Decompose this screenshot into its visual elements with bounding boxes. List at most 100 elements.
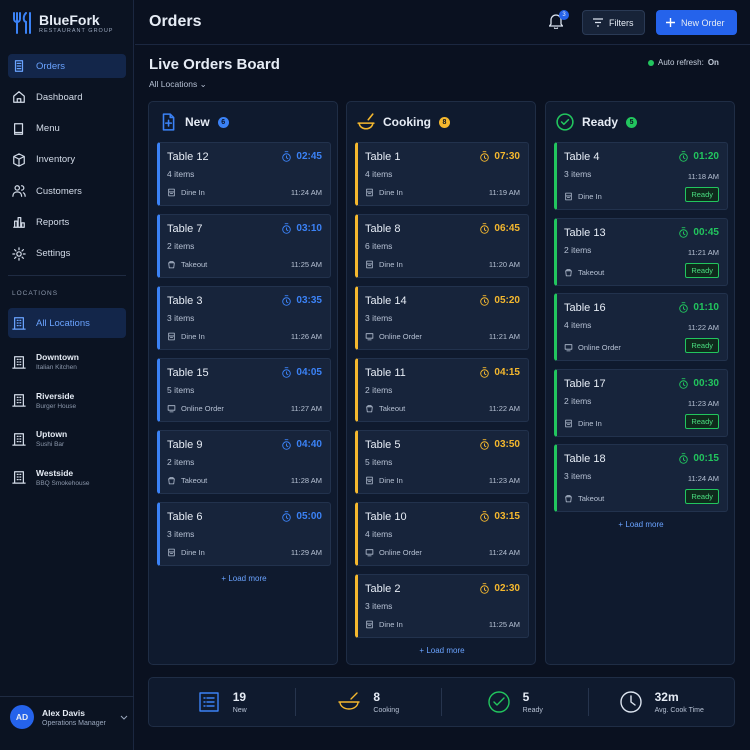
icon	[357, 113, 375, 130]
timer-value: 03:15	[494, 511, 520, 522]
new-order-button[interactable]: New Order	[656, 10, 737, 35]
column: Cooking 8 Table 1 4 items 07:30 Dine In 11:19 …	[346, 101, 536, 665]
icon	[365, 333, 374, 341]
order-card[interactable]: Table 15 5 items 04:05 Online Order 11:27 AM	[157, 358, 331, 422]
table-name: Table 10	[365, 511, 407, 523]
order-card[interactable]: Table 10 4 items 03:15 Online Order 11:24 AM	[355, 502, 529, 566]
icon	[679, 453, 689, 464]
timer: 03:50	[479, 439, 520, 450]
order-type: Dine In	[365, 620, 403, 629]
summary-label: Avg. Cook Time	[654, 707, 704, 714]
order-time: 11:24 AM	[488, 548, 520, 557]
auto-refresh[interactable]: Auto refresh: On	[648, 58, 719, 67]
nav-item[interactable]: Inventory	[8, 148, 126, 172]
order-card[interactable]: Table 11 2 items 04:15 Takeout 11:22 AM	[355, 358, 529, 422]
load-more[interactable]: + Load more	[157, 574, 331, 583]
order-card[interactable]: Table 12 4 items 02:45 Dine In 11:24 AM	[157, 142, 331, 206]
table-name: Table 9	[167, 439, 203, 451]
status-badge: Ready	[685, 338, 719, 353]
locations-heading: LOCATIONS	[12, 290, 59, 297]
nav-item[interactable]: Customers	[8, 179, 126, 203]
location[interactable]: Riverside Burger House	[8, 385, 126, 415]
location[interactable]: Uptown Sushi Bar	[8, 424, 126, 454]
timer: 00:30	[678, 378, 719, 389]
summary-label: Cooking	[373, 707, 400, 714]
order-card[interactable]: Table 14 3 items 05:20 Online Order 11:21 AM	[355, 286, 529, 350]
table-name: Table 4	[564, 151, 600, 163]
order-card[interactable]: Table 5 5 items 03:50 Dine In 11:23 AM	[355, 430, 529, 494]
icon	[365, 549, 374, 557]
location[interactable]: Westside BBQ Smokehouse	[8, 462, 126, 492]
timer-value: 02:30	[494, 583, 520, 594]
nav-label: Menu	[36, 123, 60, 135]
order-type: Online Order	[365, 548, 422, 557]
icon	[282, 511, 292, 522]
order-card[interactable]: Table 2 3 items 02:30 Dine In 11:25 AM	[355, 574, 529, 638]
item-count: 4 items	[365, 169, 393, 179]
table-name: Table 1	[365, 151, 401, 163]
order-type-label: Dine In	[181, 188, 205, 197]
item-count: 4 items	[564, 320, 592, 330]
sidebar: BlueFork RESTAURANT GROUP Orders Dashboard…	[0, 0, 134, 750]
nav-item[interactable]: Dashboard	[8, 85, 126, 109]
order-type-label: Online Order	[181, 404, 224, 413]
load-more[interactable]: + Load more	[554, 520, 728, 529]
bell[interactable]	[549, 13, 563, 29]
order-card[interactable]: Table 8 6 items 06:45 Dine In 11:20 AM	[355, 214, 529, 278]
order-type: Dine In	[167, 188, 205, 197]
item-count: 3 items	[365, 313, 393, 323]
table-name: Table 13	[564, 226, 606, 239]
location[interactable]: All Locations	[8, 308, 126, 338]
order-type-label: Online Order	[379, 548, 422, 557]
order-card[interactable]: Table 9 2 items 04:40 Takeout 11:28 AM	[157, 430, 331, 494]
load-more[interactable]: + Load more	[355, 646, 529, 655]
load-more-plus: +	[419, 646, 427, 655]
status-badge: Ready	[685, 413, 719, 429]
icon	[13, 217, 25, 229]
status-badge: Ready	[685, 187, 719, 202]
nav-item[interactable]: Settings	[8, 242, 126, 266]
icon	[480, 223, 490, 234]
order-type: Takeout	[167, 476, 207, 485]
order-time: 11:18 AM	[687, 172, 719, 181]
timer: 00:45	[678, 227, 719, 238]
icon	[12, 247, 26, 261]
icon	[12, 432, 26, 446]
load-more-plus: +	[618, 520, 626, 529]
nav-item[interactable]: Menu	[8, 117, 126, 141]
order-card[interactable]: Table 3 3 items 03:35 Dine In 11:26 AM	[157, 286, 331, 350]
order-card[interactable]: Table 6 3 items 05:00 Dine In 11:29 AM	[157, 502, 331, 566]
order-type-label: Dine In	[181, 332, 205, 341]
filters-button[interactable]: Filters	[582, 10, 645, 35]
order-card[interactable]: Table 18 3 items 00:15 Takeout 11:24 AM Ready	[554, 444, 728, 512]
order-card[interactable]: Table 7 2 items 03:10 Takeout 11:25 AM	[157, 214, 331, 278]
order-card[interactable]: Table 1 4 items 07:30 Dine In 11:19 AM	[355, 142, 529, 206]
icon	[480, 439, 490, 450]
table-name: Table 2	[365, 583, 401, 595]
order-card[interactable]: Table 13 2 items 00:45 Takeout 11:21 AM Ready	[554, 217, 728, 286]
order-time: 11:28 AM	[290, 476, 322, 485]
load-more-label: Load more	[426, 646, 465, 655]
brand-name: BlueFork	[39, 12, 100, 28]
order-card[interactable]: Table 4 3 items 01:20 Dine In 11:18 AM Ready	[554, 142, 728, 210]
icon	[282, 151, 292, 162]
location-select[interactable]: All Locations ⌄	[149, 79, 207, 89]
summary-value: 19	[232, 690, 247, 704]
location[interactable]: Downtown Italian Kitchen	[8, 347, 126, 377]
user[interactable]: AD Alex Davis Operations Manager	[10, 705, 128, 729]
timer: 03:10	[281, 223, 322, 234]
icon	[14, 122, 24, 135]
summary-text: 5 Ready	[523, 690, 543, 714]
cards: Table 12 4 items 02:45 Dine In 11:24 AM Table…	[157, 142, 331, 583]
timer: 00:15	[678, 453, 719, 464]
item-count: 5 items	[167, 385, 195, 395]
order-card[interactable]: Table 17 2 items 00:30 Dine In 11:23 AM Ready	[554, 368, 728, 437]
icon	[679, 377, 689, 389]
column-count: 8	[439, 116, 450, 128]
nav-item[interactable]: Reports	[8, 210, 126, 234]
order-time: 11:25 AM	[290, 260, 322, 269]
nav-item[interactable]: Orders	[8, 54, 126, 78]
order-type-label: Dine In	[379, 620, 403, 629]
order-card[interactable]: Table 16 4 items 01:10 Online Order 11:22 AM…	[554, 293, 728, 361]
order-type: Dine In	[365, 476, 403, 485]
